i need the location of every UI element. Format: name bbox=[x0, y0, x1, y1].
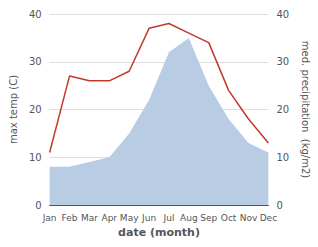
svg-text:Oct: Oct bbox=[221, 213, 237, 223]
svg-text:Dec: Dec bbox=[260, 213, 277, 223]
svg-text:20: 20 bbox=[276, 104, 289, 115]
svg-text:30: 30 bbox=[29, 56, 42, 67]
svg-text:Mar: Mar bbox=[81, 213, 98, 223]
svg-text:May: May bbox=[120, 213, 139, 223]
svg-text:10: 10 bbox=[276, 152, 289, 163]
svg-text:med. precipitation (kg/m2): med. precipitation (kg/m2) bbox=[300, 41, 311, 178]
svg-text:10: 10 bbox=[29, 152, 42, 163]
svg-text:0: 0 bbox=[276, 200, 282, 211]
svg-text:Sep: Sep bbox=[200, 213, 217, 223]
svg-text:40: 40 bbox=[276, 9, 289, 20]
svg-text:Jul: Jul bbox=[163, 213, 175, 223]
svg-text:Jan: Jan bbox=[42, 213, 57, 223]
svg-text:Apr: Apr bbox=[101, 213, 117, 223]
svg-text:Aug: Aug bbox=[180, 213, 198, 223]
svg-text:0: 0 bbox=[35, 200, 41, 211]
svg-text:Jun: Jun bbox=[141, 213, 156, 223]
svg-text:Feb: Feb bbox=[62, 213, 78, 223]
svg-text:max temp (C): max temp (C) bbox=[8, 75, 19, 144]
svg-text:30: 30 bbox=[276, 56, 289, 67]
svg-text:Nov: Nov bbox=[240, 213, 258, 223]
svg-text:date (month): date (month) bbox=[118, 226, 200, 239]
svg-text:40: 40 bbox=[29, 9, 42, 20]
svg-text:20: 20 bbox=[29, 104, 42, 115]
